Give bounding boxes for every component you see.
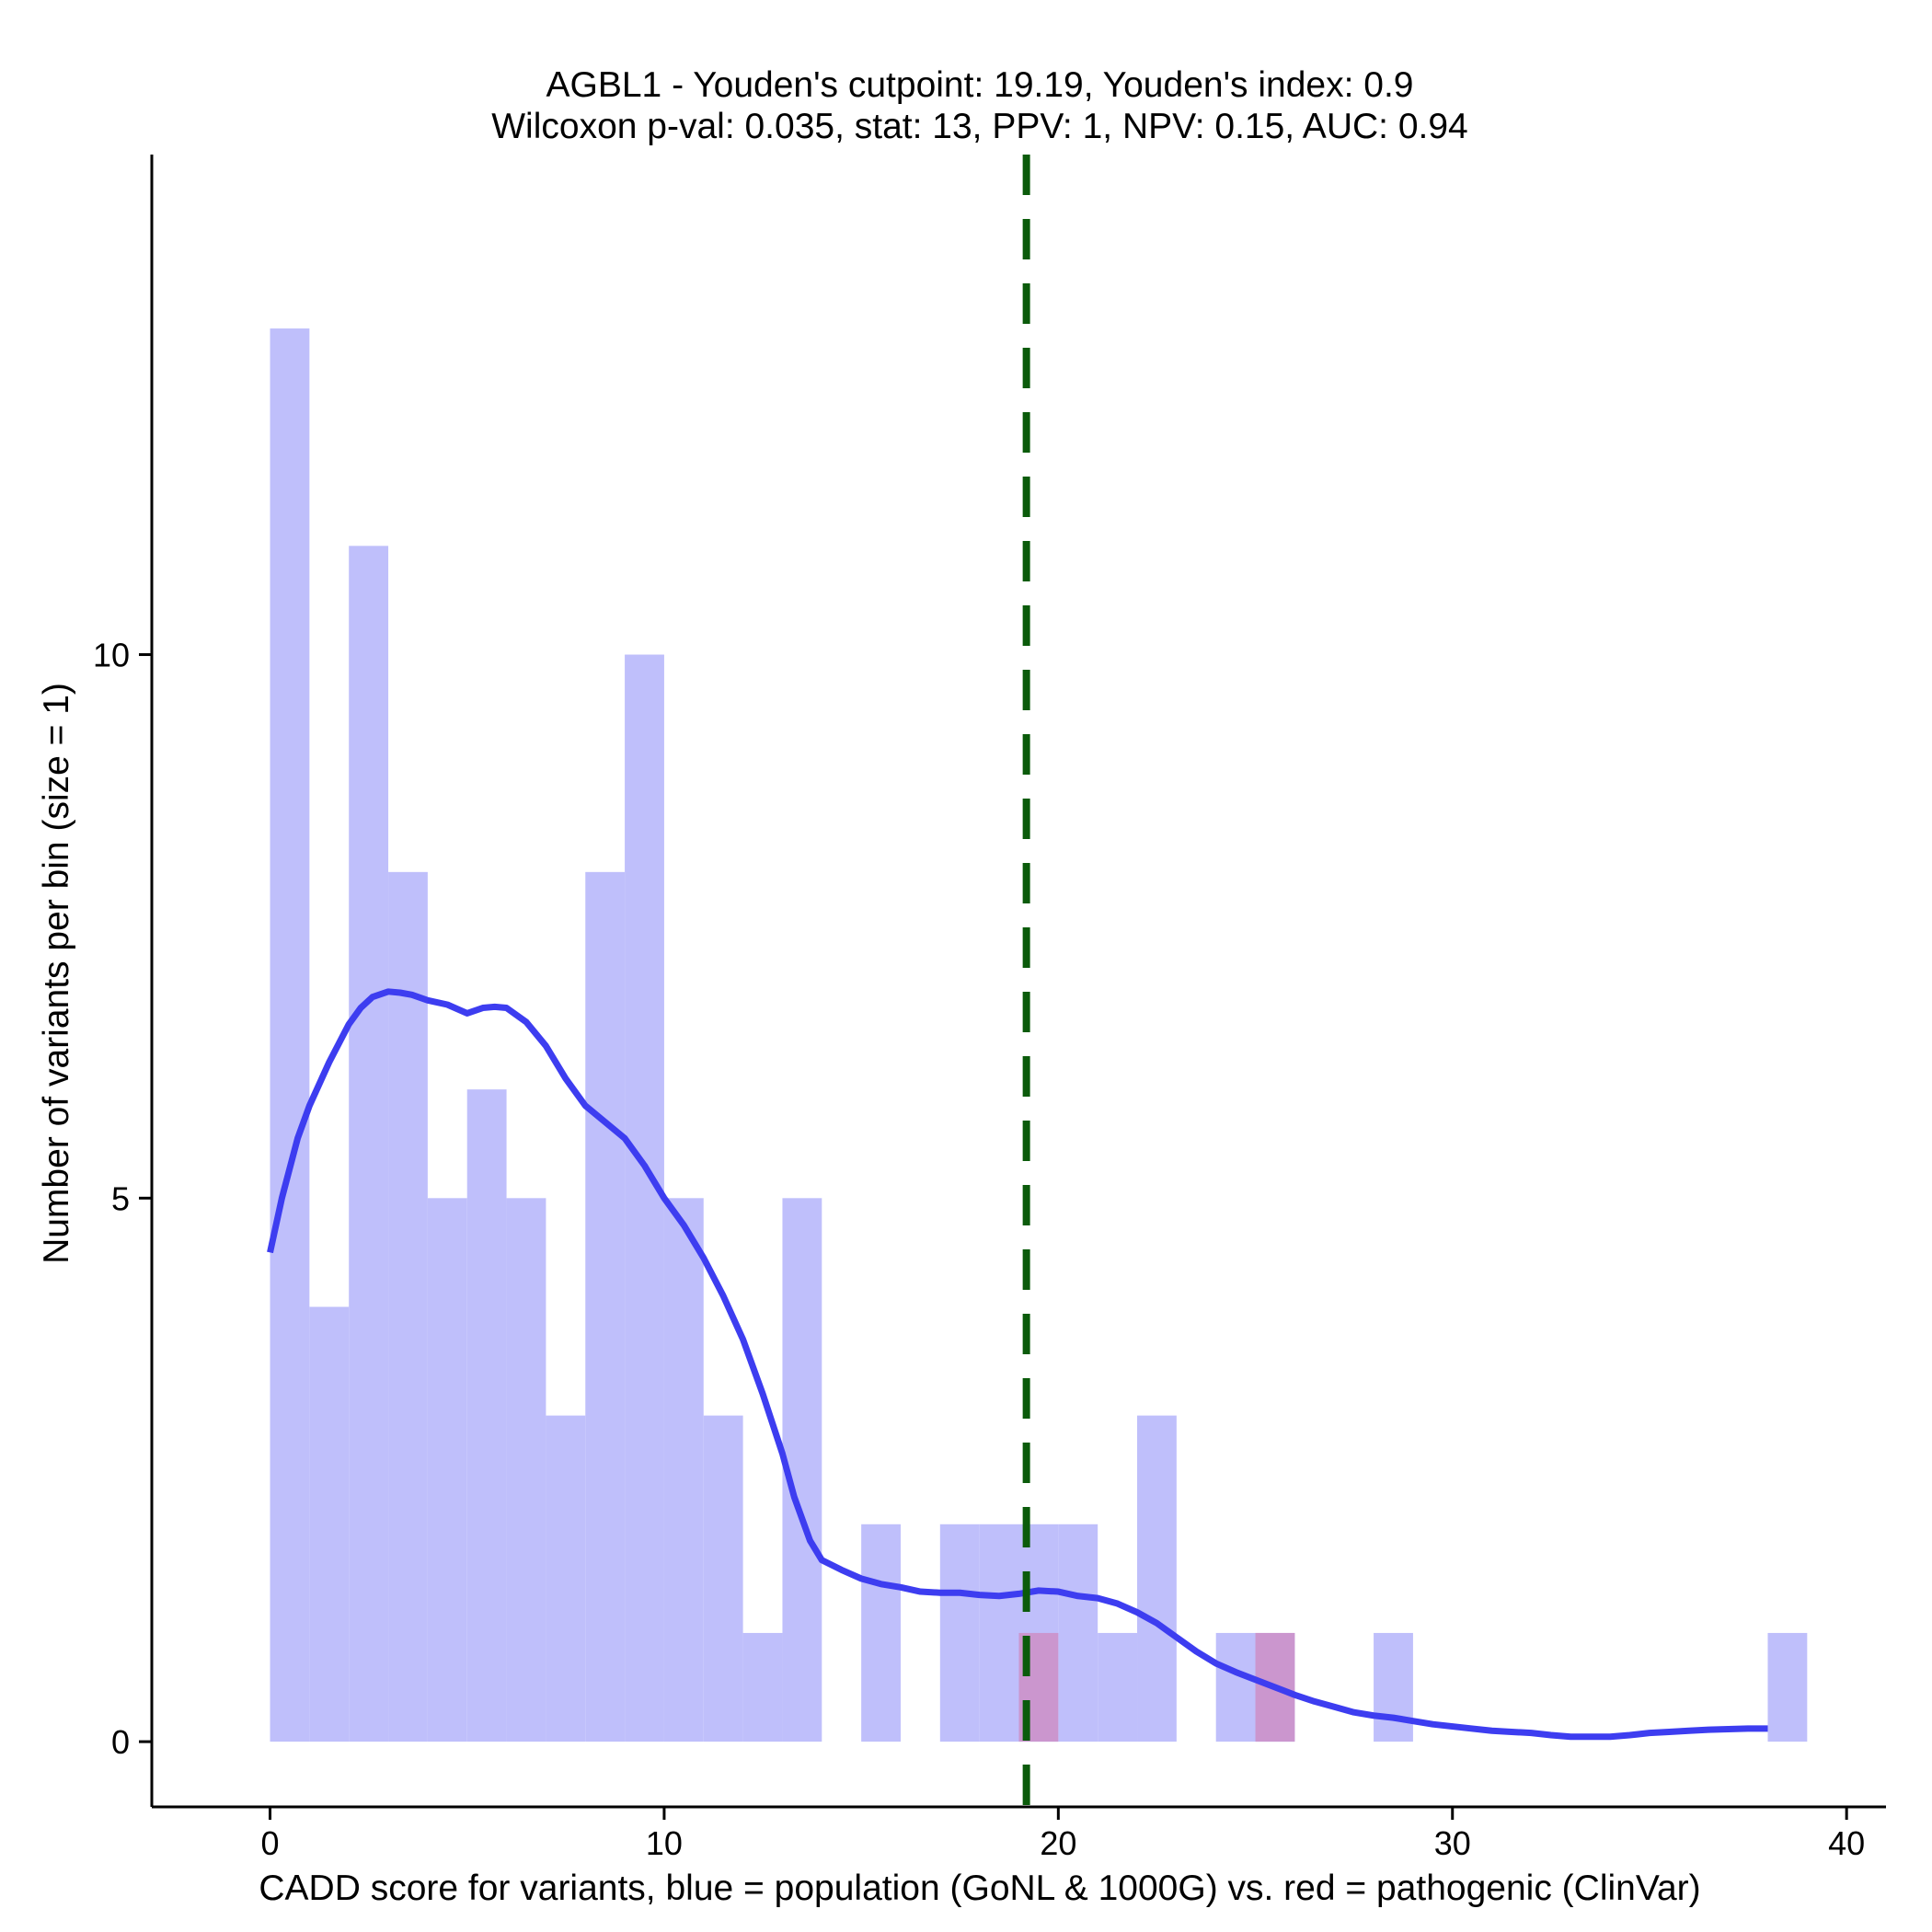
population-bar-4 (427, 1198, 467, 1742)
population-bar-12 (742, 1632, 783, 1742)
x-tick-label-40: 40 (1828, 1824, 1865, 1862)
x-tick-label-30: 30 (1434, 1824, 1471, 1862)
y-axis-ticks: 0 5 10 (93, 637, 152, 1761)
population-bar-20 (1058, 1524, 1098, 1742)
population-bar-6 (506, 1198, 546, 1742)
population-bar-11 (703, 1415, 743, 1742)
population-bar-38 (1767, 1632, 1808, 1742)
chart-title-line2: Wilcoxon p-val: 0.035, stat: 13, PPV: 1,… (491, 107, 1467, 146)
y-tick-label-10: 10 (93, 637, 130, 674)
population-bar-5 (466, 1089, 507, 1742)
x-tick-label-20: 20 (1040, 1824, 1076, 1862)
population-bar-0 (270, 328, 310, 1742)
x-axis-title: CADD score for variants, blue = populati… (259, 1869, 1700, 1908)
x-axis-ticks: 0 10 20 30 40 (261, 1807, 1865, 1862)
y-tick-label-0: 0 (111, 1723, 130, 1761)
population-bar-10 (663, 1198, 704, 1742)
population-bar-17 (939, 1524, 980, 1742)
population-bar-15 (861, 1524, 901, 1742)
population-bar-1 (309, 1306, 350, 1742)
x-tick-label-10: 10 (646, 1824, 683, 1862)
population-bar-3 (388, 871, 428, 1742)
y-tick-label-5: 5 (111, 1179, 130, 1217)
population-bar-9 (625, 654, 664, 1742)
chart-title-line1: AGBL1 - Youden's cutpoint: 19.19, Youden… (546, 65, 1414, 105)
population-bar-7 (546, 1415, 586, 1742)
population-bar-2 (349, 546, 389, 1742)
population-bar-8 (585, 871, 626, 1742)
density-curve (267, 988, 1768, 1741)
population-bar-22 (1137, 1415, 1177, 1742)
x-tick-label-0: 0 (261, 1824, 280, 1862)
population-bars (270, 328, 1808, 1742)
population-bar-21 (1098, 1632, 1138, 1742)
population-bar-24 (1215, 1632, 1256, 1742)
population-bar-28 (1374, 1632, 1413, 1742)
population-bar-18 (979, 1524, 1019, 1742)
y-axis-title: Number of variants per bin (size = 1) (37, 683, 76, 1264)
